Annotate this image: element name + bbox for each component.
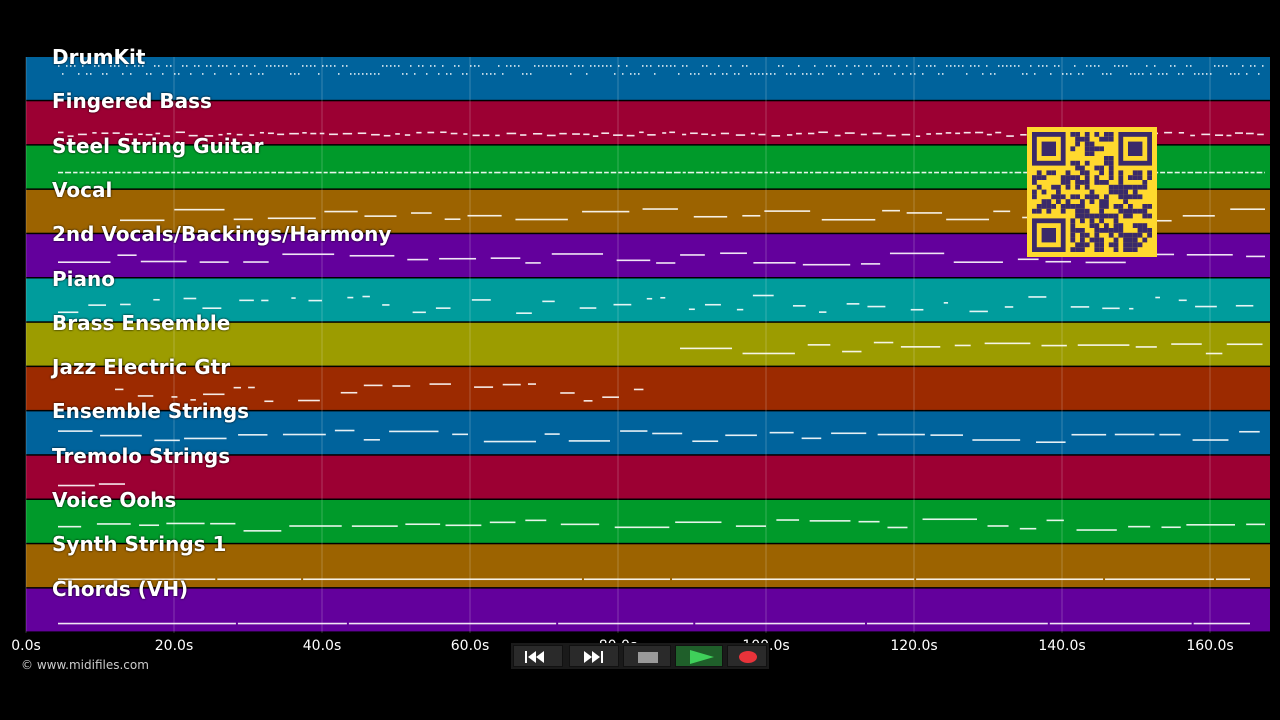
time-tick-label: 20.0s <box>154 638 194 654</box>
notes-track-6 <box>680 341 1263 355</box>
track-label: Voice Oohs <box>52 488 177 512</box>
notes-track-8 <box>58 429 1260 444</box>
time-tick-label: 120.0s <box>890 638 938 654</box>
notes-track-5 <box>58 294 1254 314</box>
notes-track-3 <box>120 208 1265 222</box>
notes-track-11 <box>58 578 1250 581</box>
notes-track-7 <box>115 383 644 403</box>
fast-forward-button[interactable] <box>569 645 619 667</box>
transport-controls <box>511 643 769 669</box>
notes-track-2 <box>58 171 1265 174</box>
record-button[interactable] <box>727 645 767 667</box>
track-label: Synth Strings 1 <box>52 532 227 557</box>
track-label: Ensemble Strings <box>52 399 250 424</box>
track-band-9 <box>26 455 1270 499</box>
fast-forward-icon <box>584 651 603 663</box>
track-band-0 <box>26 57 1270 100</box>
track-band-10 <box>26 500 1270 543</box>
time-tick-label: 160.0s <box>1186 638 1234 654</box>
rewind-icon <box>525 651 544 663</box>
notes-track-10 <box>58 518 1265 532</box>
track-label: Chords (VH) <box>52 576 189 601</box>
track-label: Piano <box>52 266 115 291</box>
track-label: Tremolo Strings <box>52 443 231 468</box>
rewind-button[interactable] <box>513 645 563 667</box>
track-label: Jazz Electric Gtr <box>52 355 231 380</box>
notes-track-0 <box>58 65 1264 75</box>
play-icon <box>690 650 714 664</box>
track-band-8 <box>26 411 1270 455</box>
record-icon <box>739 651 757 663</box>
time-tick-label: 60.0s <box>450 638 490 654</box>
qr-code <box>1027 127 1157 257</box>
track-label: Steel String Guitar <box>52 133 264 158</box>
play-button[interactable] <box>675 645 723 667</box>
track-label: Brass Ensemble <box>52 310 231 335</box>
stop-icon <box>638 652 658 663</box>
track-label: Vocal <box>52 177 113 202</box>
track-band-12 <box>26 588 1270 632</box>
copyright-text: © www.midifiles.com <box>21 658 149 672</box>
track-label: 2nd Vocals/Backings/Harmony <box>52 222 392 247</box>
stop-button[interactable] <box>623 645 671 667</box>
time-tick-label: 40.0s <box>302 638 342 654</box>
track-band-5 <box>26 278 1270 322</box>
notes-track-4 <box>58 252 1265 266</box>
notes-track-9 <box>58 483 125 487</box>
track-label: Fingered Bass <box>52 89 212 114</box>
track-band-6 <box>26 322 1270 366</box>
track-band-7 <box>26 367 1270 410</box>
time-tick-label: 0.0s <box>11 638 41 654</box>
time-tick-label: 140.0s <box>1038 638 1086 654</box>
notes-track-12 <box>58 622 1250 625</box>
track-label: DrumKit <box>52 45 146 69</box>
